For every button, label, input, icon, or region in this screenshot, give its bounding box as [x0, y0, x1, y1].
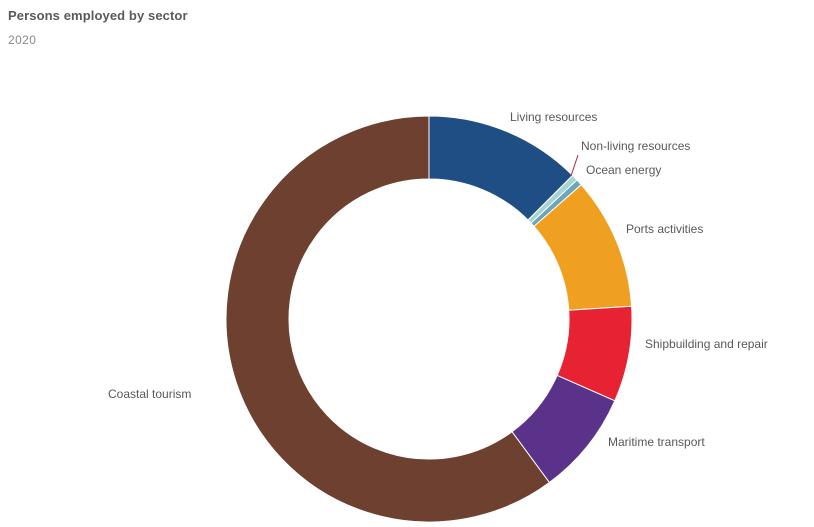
label-coastal-tourism: Coastal tourism [108, 387, 191, 401]
label-living-resources: Living resources [510, 110, 597, 124]
label-ports-activities: Ports activities [626, 222, 703, 236]
leader-line-non-living-resources [570, 154, 579, 177]
chart-title: Persons employed by sector [8, 8, 188, 23]
label-non-living-resources: Non-living resources [581, 139, 690, 153]
label-maritime-transport: Maritime transport [608, 435, 705, 449]
label-ocean-energy: Ocean energy [586, 163, 661, 177]
label-shipbuilding-and-repair: Shipbuilding and repair [645, 337, 768, 351]
slice-coastal-tourism[interactable] [225, 115, 551, 523]
chart-subtitle: 2020 [8, 33, 37, 47]
